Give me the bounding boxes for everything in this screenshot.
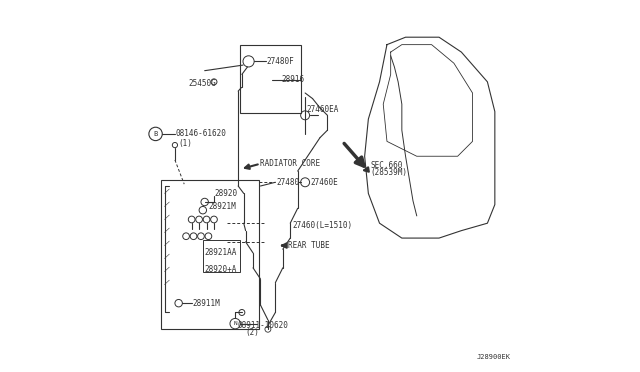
- Text: 28920: 28920: [214, 189, 237, 198]
- Text: 27480F: 27480F: [267, 57, 294, 66]
- Text: 28921M: 28921M: [209, 202, 236, 211]
- Text: N: N: [234, 321, 237, 326]
- Text: 27480: 27480: [276, 178, 300, 187]
- Text: J28900EK: J28900EK: [476, 354, 510, 360]
- Text: 25450G: 25450G: [188, 79, 216, 88]
- Text: 28911M: 28911M: [193, 299, 220, 308]
- Text: 27460E: 27460E: [310, 178, 339, 187]
- Text: (1): (1): [178, 139, 192, 148]
- Text: 08911-10620: 08911-10620: [237, 321, 288, 330]
- Text: REAR TUBE: REAR TUBE: [287, 241, 329, 250]
- Text: (28539M): (28539M): [370, 169, 407, 177]
- Bar: [240, 45, 301, 113]
- Bar: [161, 180, 259, 329]
- Text: (2): (2): [246, 328, 259, 337]
- Text: 28916: 28916: [282, 76, 305, 84]
- Text: 27460EA: 27460EA: [306, 105, 339, 114]
- Text: 28920+A: 28920+A: [205, 265, 237, 274]
- Text: 27460(L=1510): 27460(L=1510): [292, 221, 352, 230]
- Text: RADIATOR CORE: RADIATOR CORE: [260, 159, 321, 168]
- Text: B: B: [154, 131, 157, 137]
- Bar: [203, 240, 240, 272]
- Text: SEC.660: SEC.660: [370, 161, 403, 170]
- Text: 28921AA: 28921AA: [205, 248, 237, 257]
- Text: 08146-61620: 08146-61620: [175, 129, 227, 138]
